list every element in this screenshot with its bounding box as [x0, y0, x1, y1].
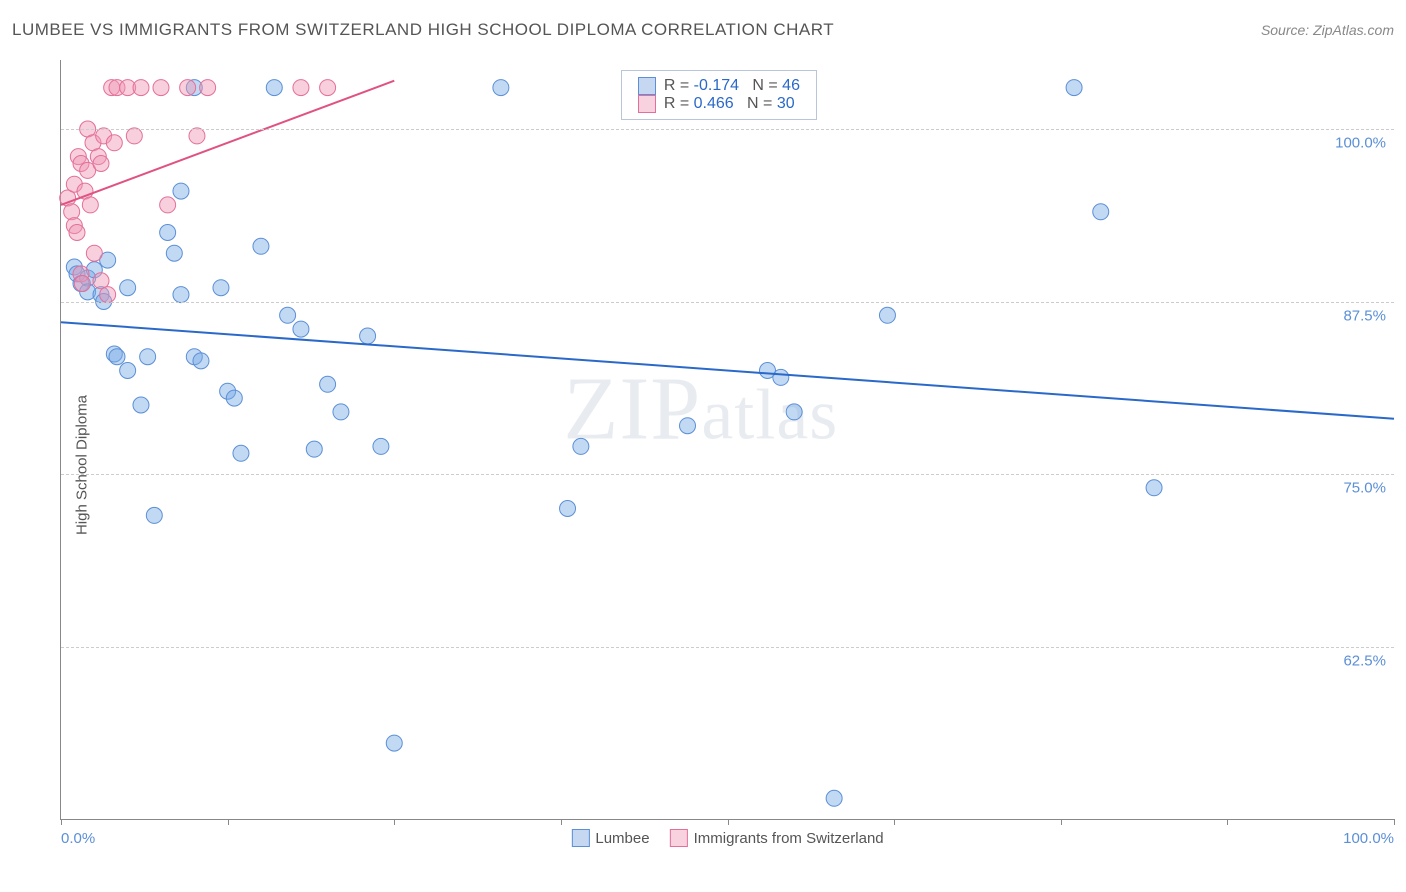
x-tick [394, 819, 395, 825]
y-tick-label: 75.0% [1343, 480, 1386, 497]
chart-container: High School Diploma ZIPatlas R = -0.174 … [12, 50, 1394, 880]
pink-swatch-icon [670, 829, 688, 847]
scatter-point-blue [253, 238, 269, 254]
source-label: Source: ZipAtlas.com [1261, 22, 1394, 38]
scatter-point-blue [146, 507, 162, 523]
scatter-point-blue [373, 438, 389, 454]
legend-item: Immigrants from Switzerland [670, 829, 884, 847]
scatter-point-blue [1066, 80, 1082, 96]
scatter-point-blue [879, 307, 895, 323]
stats-legend-box: R = -0.174 N = 46R = 0.466 N = 30 [621, 70, 817, 120]
scatter-point-pink [180, 80, 196, 96]
stats-row: R = -0.174 N = 46 [638, 77, 800, 95]
scatter-point-pink [64, 204, 80, 220]
legend-label: Lumbee [595, 830, 649, 847]
stats-row: R = 0.466 N = 30 [638, 95, 800, 113]
scatter-point-pink [320, 80, 336, 96]
scatter-point-blue [266, 80, 282, 96]
gridline [61, 474, 1394, 475]
scatter-point-blue [166, 245, 182, 261]
gridline [61, 302, 1394, 303]
scatter-point-blue [109, 349, 125, 365]
y-tick-label: 62.5% [1343, 652, 1386, 669]
scatter-point-pink [293, 80, 309, 96]
stats-text: R = -0.174 N = 46 [664, 77, 800, 95]
scatter-point-blue [826, 790, 842, 806]
scatter-point-blue [680, 418, 696, 434]
y-tick-label: 87.5% [1343, 307, 1386, 324]
scatter-point-blue [120, 280, 136, 296]
legend-label: Immigrants from Switzerland [694, 830, 884, 847]
x-tick [894, 819, 895, 825]
scatter-point-pink [200, 80, 216, 96]
scatter-point-blue [173, 287, 189, 303]
chart-title: LUMBEE VS IMMIGRANTS FROM SWITZERLAND HI… [12, 20, 834, 40]
scatter-point-pink [100, 287, 116, 303]
scatter-point-blue [1093, 204, 1109, 220]
scatter-point-blue [226, 390, 242, 406]
y-tick-label: 100.0% [1335, 135, 1386, 152]
scatter-point-blue [193, 353, 209, 369]
pink-swatch-icon [638, 95, 656, 113]
scatter-point-blue [306, 441, 322, 457]
scatter-point-blue [233, 445, 249, 461]
stats-text: R = 0.466 N = 30 [664, 95, 795, 113]
plot-svg [61, 60, 1394, 819]
scatter-point-blue [493, 80, 509, 96]
scatter-point-blue [320, 376, 336, 392]
x-axis-min-label: 0.0% [61, 830, 95, 847]
scatter-point-blue [280, 307, 296, 323]
x-tick [61, 819, 62, 825]
bottom-legend: Lumbee Immigrants from Switzerland [571, 829, 883, 847]
scatter-point-blue [560, 501, 576, 517]
scatter-point-pink [106, 135, 122, 151]
scatter-point-blue [133, 397, 149, 413]
scatter-point-blue [213, 280, 229, 296]
scatter-point-pink [126, 128, 142, 144]
scatter-point-blue [120, 363, 136, 379]
scatter-point-blue [333, 404, 349, 420]
scatter-point-pink [189, 128, 205, 144]
legend-item: Lumbee [571, 829, 649, 847]
scatter-point-pink [153, 80, 169, 96]
scatter-point-pink [93, 156, 109, 172]
scatter-point-blue [1146, 480, 1162, 496]
scatter-point-blue [293, 321, 309, 337]
scatter-point-blue [386, 735, 402, 751]
scatter-point-blue [173, 183, 189, 199]
scatter-point-pink [69, 225, 85, 241]
scatter-point-pink [86, 245, 102, 261]
x-tick [228, 819, 229, 825]
scatter-point-blue [786, 404, 802, 420]
gridline [61, 129, 1394, 130]
x-axis-max-label: 100.0% [1343, 830, 1394, 847]
x-tick [561, 819, 562, 825]
scatter-point-blue [573, 438, 589, 454]
scatter-point-blue [360, 328, 376, 344]
x-tick [1227, 819, 1228, 825]
scatter-point-blue [160, 225, 176, 241]
trendline-blue [61, 322, 1394, 419]
x-tick [728, 819, 729, 825]
x-tick [1061, 819, 1062, 825]
gridline [61, 647, 1394, 648]
scatter-point-blue [773, 369, 789, 385]
x-tick [1394, 819, 1395, 825]
scatter-point-pink [82, 197, 98, 213]
blue-swatch-icon [638, 77, 656, 95]
scatter-point-pink [133, 80, 149, 96]
scatter-point-pink [74, 276, 90, 292]
scatter-point-blue [140, 349, 156, 365]
blue-swatch-icon [571, 829, 589, 847]
scatter-point-pink [160, 197, 176, 213]
plot-area: ZIPatlas R = -0.174 N = 46R = 0.466 N = … [60, 60, 1394, 820]
